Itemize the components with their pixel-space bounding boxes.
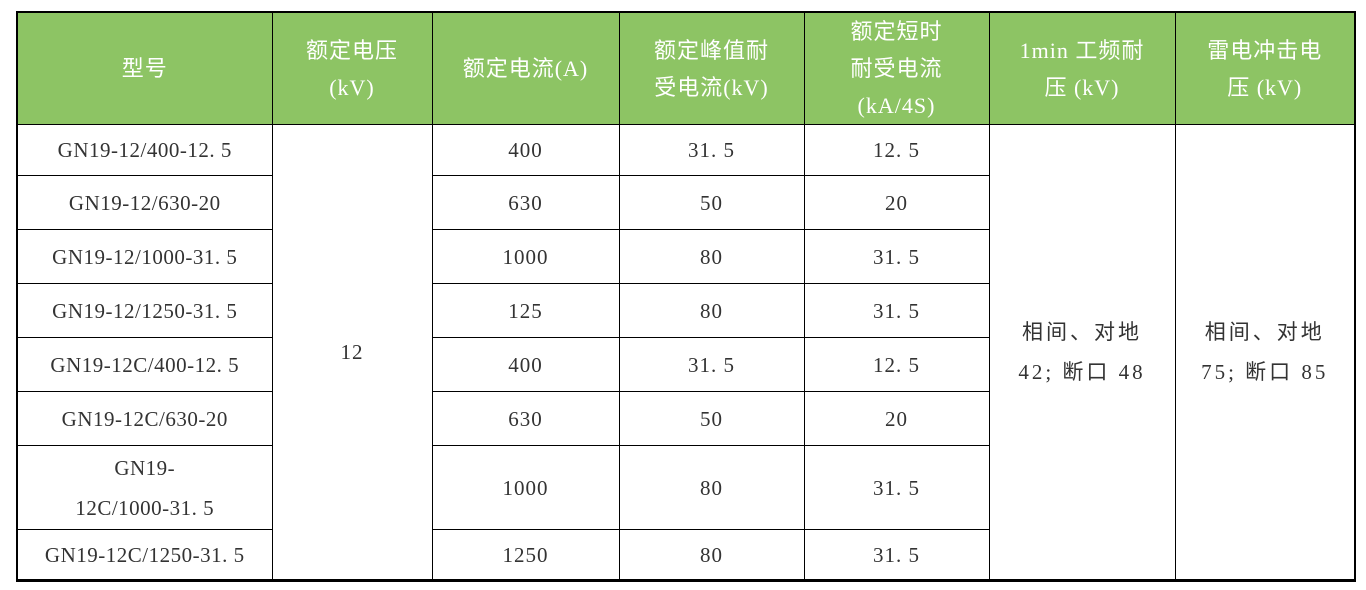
header-cell-rated-current: 额定电流(A) <box>431 11 620 125</box>
rated-current-cell: 1000 <box>431 445 620 530</box>
model-cell: GN19-12/1000-31. 5 <box>16 229 273 284</box>
power-frequency-merged-cell: 相间、对地 42; 断口 48 <box>988 124 1176 581</box>
model-cell: GN19-12C/1250-31. 5 <box>16 529 273 581</box>
spec-table: 型号 额定电压 (kV) 额定电流(A) 额定峰值耐 受电流(kV) 额定短时 … <box>16 11 1356 582</box>
header-cell-lightning-impulse: 雷电冲击电 压 (kV) <box>1174 11 1356 125</box>
peak-withstand-cell: 80 <box>618 445 805 530</box>
short-time-current-cell: 12. 5 <box>803 124 990 176</box>
model-cell: GN19-12C/630-20 <box>16 391 273 446</box>
model-cell: GN19-12/1250-31. 5 <box>16 283 273 338</box>
header-cell-power-frequency: 1min 工频耐 压 (kV) <box>988 11 1176 125</box>
header-cell-model: 型号 <box>16 11 273 125</box>
spec-table-container: 型号 额定电压 (kV) 额定电流(A) 额定峰值耐 受电流(kV) 额定短时 … <box>16 11 1356 582</box>
table-row: GN19-12C/630-20 630 50 20 <box>16 391 1355 446</box>
rated-current-cell: 125 <box>431 283 620 338</box>
model-cell: GN19-12C/400-12. 5 <box>16 337 273 392</box>
table-row: GN19-12/400-12. 5 12 400 31. 5 12. 5 相间、… <box>16 124 1356 581</box>
rated-current-cell: 630 <box>431 391 620 446</box>
peak-withstand-cell: 31. 5 <box>618 337 805 392</box>
header-row: 型号 额定电压 (kV) 额定电流(A) 额定峰值耐 受电流(kV) 额定短时 … <box>16 11 1356 125</box>
table-row: GN19-12/630-20 630 50 20 <box>16 175 1355 230</box>
header-cell-short-time: 额定短时 耐受电流 (kA/4S) <box>803 11 990 125</box>
header-cell-peak-withstand: 额定峰值耐 受电流(kV) <box>618 11 805 125</box>
lightning-impulse-merged-cell: 相间、对地 75; 断口 85 <box>1174 124 1356 581</box>
short-time-current-cell: 31. 5 <box>803 445 990 530</box>
rated-current-cell: 1000 <box>431 229 620 284</box>
short-time-current-cell: 31. 5 <box>803 529 990 581</box>
model-cell: GN19-12/400-12. 5 <box>16 124 273 176</box>
rated-current-cell: 400 <box>431 337 620 392</box>
short-time-current-cell: 12. 5 <box>803 337 990 392</box>
peak-withstand-cell: 80 <box>618 283 805 338</box>
peak-withstand-cell: 80 <box>618 529 805 581</box>
table-row: GN19-12/1250-31. 5 125 80 31. 5 <box>16 283 1355 338</box>
short-time-current-cell: 31. 5 <box>803 229 990 284</box>
rated-current-cell: 630 <box>431 175 620 230</box>
table-row: GN19-12/1000-31. 5 1000 80 31. 5 <box>16 229 1355 284</box>
peak-withstand-cell: 80 <box>618 229 805 284</box>
short-time-current-cell: 20 <box>803 391 990 446</box>
rated-voltage-merged-cell: 12 <box>271 124 433 581</box>
peak-withstand-cell: 50 <box>618 391 805 446</box>
table-row: GN19-12C/400-12. 5 400 31. 5 12. 5 <box>16 337 1355 392</box>
short-time-current-cell: 31. 5 <box>803 283 990 338</box>
peak-withstand-cell: 50 <box>618 175 805 230</box>
header-cell-rated-voltage: 额定电压 (kV) <box>271 11 433 125</box>
peak-withstand-cell: 31. 5 <box>618 124 805 176</box>
table-row: GN19- 12C/1000-31. 5 1000 80 31. 5 <box>16 445 1355 530</box>
rated-current-cell: 400 <box>431 124 620 176</box>
short-time-current-cell: 20 <box>803 175 990 230</box>
model-cell: GN19-12/630-20 <box>16 175 273 230</box>
table-row: GN19-12C/1250-31. 5 1250 80 31. 5 <box>16 529 1355 581</box>
rated-current-cell: 1250 <box>431 529 620 581</box>
model-cell: GN19- 12C/1000-31. 5 <box>16 445 273 530</box>
